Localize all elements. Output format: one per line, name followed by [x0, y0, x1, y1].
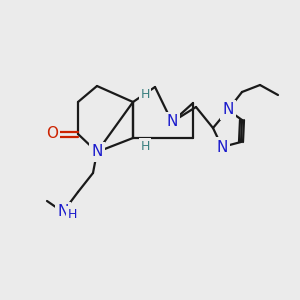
Text: O: O — [46, 127, 58, 142]
Text: H: H — [140, 140, 150, 152]
Text: N: N — [91, 145, 103, 160]
Text: N: N — [166, 115, 178, 130]
Text: H: H — [67, 208, 77, 220]
Text: N: N — [216, 140, 228, 154]
Text: N: N — [57, 205, 69, 220]
Text: H: H — [140, 88, 150, 100]
Text: N: N — [222, 103, 234, 118]
